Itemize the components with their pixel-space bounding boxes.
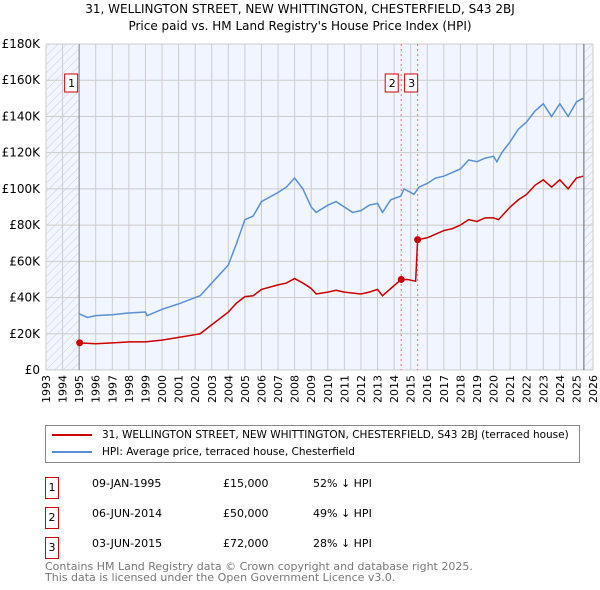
x-tick-label: 2011 <box>338 375 351 403</box>
y-tick-label: £160K <box>2 73 42 87</box>
transaction-number-badge: 2 <box>45 507 59 529</box>
y-tick-label: £100K <box>2 182 42 196</box>
x-tick-label: 2000 <box>156 375 169 403</box>
x-tick-label: 2025 <box>570 375 583 403</box>
x-tick-label: 2020 <box>488 375 501 403</box>
x-tick-label: 2003 <box>206 375 219 403</box>
sale-label: 1 <box>68 77 75 90</box>
footer-licence: This data is licensed under the Open Gov… <box>45 571 396 584</box>
transaction-row: 2 06-JUN-2014 £50,000 49% ↓ HPI <box>45 503 445 529</box>
x-tick-label: 2018 <box>454 375 467 403</box>
x-tick-label: 2015 <box>405 375 418 403</box>
x-tick-label: 1995 <box>73 375 86 403</box>
y-tick-label: £180K <box>2 37 42 51</box>
x-tick-label: 2010 <box>322 375 335 403</box>
x-tick-label: 2012 <box>355 375 368 403</box>
transaction-hpi-diff: 49% ↓ HPI <box>313 507 372 520</box>
sale-point <box>414 236 422 244</box>
x-tick-label: 2017 <box>438 375 451 403</box>
transaction-number-badge: 3 <box>45 537 59 559</box>
transaction-row: 3 03-JUN-2015 £72,000 28% ↓ HPI <box>45 533 445 559</box>
sale-point <box>397 275 405 283</box>
series-line <box>78 97 584 319</box>
transaction-price: £72,000 <box>223 537 269 550</box>
transaction-row: 1 09-JAN-1995 £15,000 52% ↓ HPI <box>45 473 445 499</box>
footer-copyright: Contains HM Land Registry data © Crown c… <box>45 560 473 573</box>
post-data-hatch <box>584 44 593 370</box>
x-tick-label: 2001 <box>173 375 186 403</box>
chart-title: 31, WELLINGTON STREET, NEW WHITTINGTON, … <box>85 2 515 16</box>
x-tick-label: 1998 <box>123 375 136 403</box>
legend: 31, WELLINGTON STREET, NEW WHITTINGTON, … <box>45 425 580 463</box>
series-line <box>79 175 584 345</box>
legend-property-label: 31, WELLINGTON STREET, NEW WHITTINGTON, … <box>102 429 569 441</box>
x-tick-label: 1997 <box>106 375 119 403</box>
x-tick-label: 2016 <box>421 375 434 403</box>
y-tick-label: £40K <box>9 291 41 305</box>
transaction-price: £50,000 <box>223 507 269 520</box>
x-tick-label: 2007 <box>272 375 285 403</box>
transaction-price: £15,000 <box>223 477 269 490</box>
y-tick-label: £80K <box>9 218 41 232</box>
x-tick-label: 2009 <box>305 375 318 403</box>
sale-point <box>76 339 84 347</box>
x-tick-label: 2024 <box>554 375 567 403</box>
transaction-hpi-diff: 52% ↓ HPI <box>313 477 372 490</box>
x-tick-label: 2023 <box>537 375 550 403</box>
chart-subtitle: Price paid vs. HM Land Registry's House … <box>128 19 472 33</box>
x-tick-label: 2005 <box>239 375 252 403</box>
legend-blue-line <box>52 451 92 453</box>
x-tick-label: 1994 <box>57 375 70 403</box>
plot-background <box>46 44 593 370</box>
legend-hpi-label: HPI: Average price, terraced house, Ches… <box>102 446 355 458</box>
x-tick-label: 2008 <box>289 375 302 403</box>
y-tick-label: £20K <box>9 327 41 341</box>
sale-label-box <box>64 73 79 93</box>
x-tick-label: 2019 <box>471 375 484 403</box>
x-tick-label: 1993 <box>40 375 53 403</box>
x-tick-label: 2021 <box>504 375 517 403</box>
x-tick-label: 2004 <box>222 375 235 403</box>
transaction-date: 09-JAN-1995 <box>92 477 162 490</box>
x-tick-label: 2013 <box>372 375 385 403</box>
price-chart: 1993 1994 1995 1996 1997 1998 1999 2000 2001 2002… <box>2 37 600 403</box>
x-tick-label: 2022 <box>521 375 534 403</box>
x-tick-label: 2002 <box>189 375 202 403</box>
x-tick-label: 2006 <box>255 375 268 403</box>
transaction-date: 06-JUN-2014 <box>92 507 163 520</box>
transaction-date: 03-JUN-2015 <box>92 537 163 550</box>
y-tick-label: £140K <box>2 109 42 123</box>
sale-label-box <box>404 73 419 93</box>
x-tick-label: 1999 <box>139 375 152 403</box>
x-tick-label: 2026 <box>587 375 600 403</box>
transaction-hpi-diff: 28% ↓ HPI <box>313 537 372 550</box>
y-tick-label: £120K <box>2 146 42 160</box>
sale-label: 2 <box>389 77 396 90</box>
sale-label-box <box>384 73 399 93</box>
x-tick-label: 1996 <box>90 375 103 403</box>
legend-red-line <box>52 434 92 436</box>
transaction-number-badge: 1 <box>45 477 59 499</box>
sale-label: 3 <box>408 77 415 90</box>
x-tick-label: 2014 <box>388 375 401 403</box>
y-tick-label: £0 <box>25 363 40 377</box>
y-tick-label: £60K <box>9 254 41 268</box>
